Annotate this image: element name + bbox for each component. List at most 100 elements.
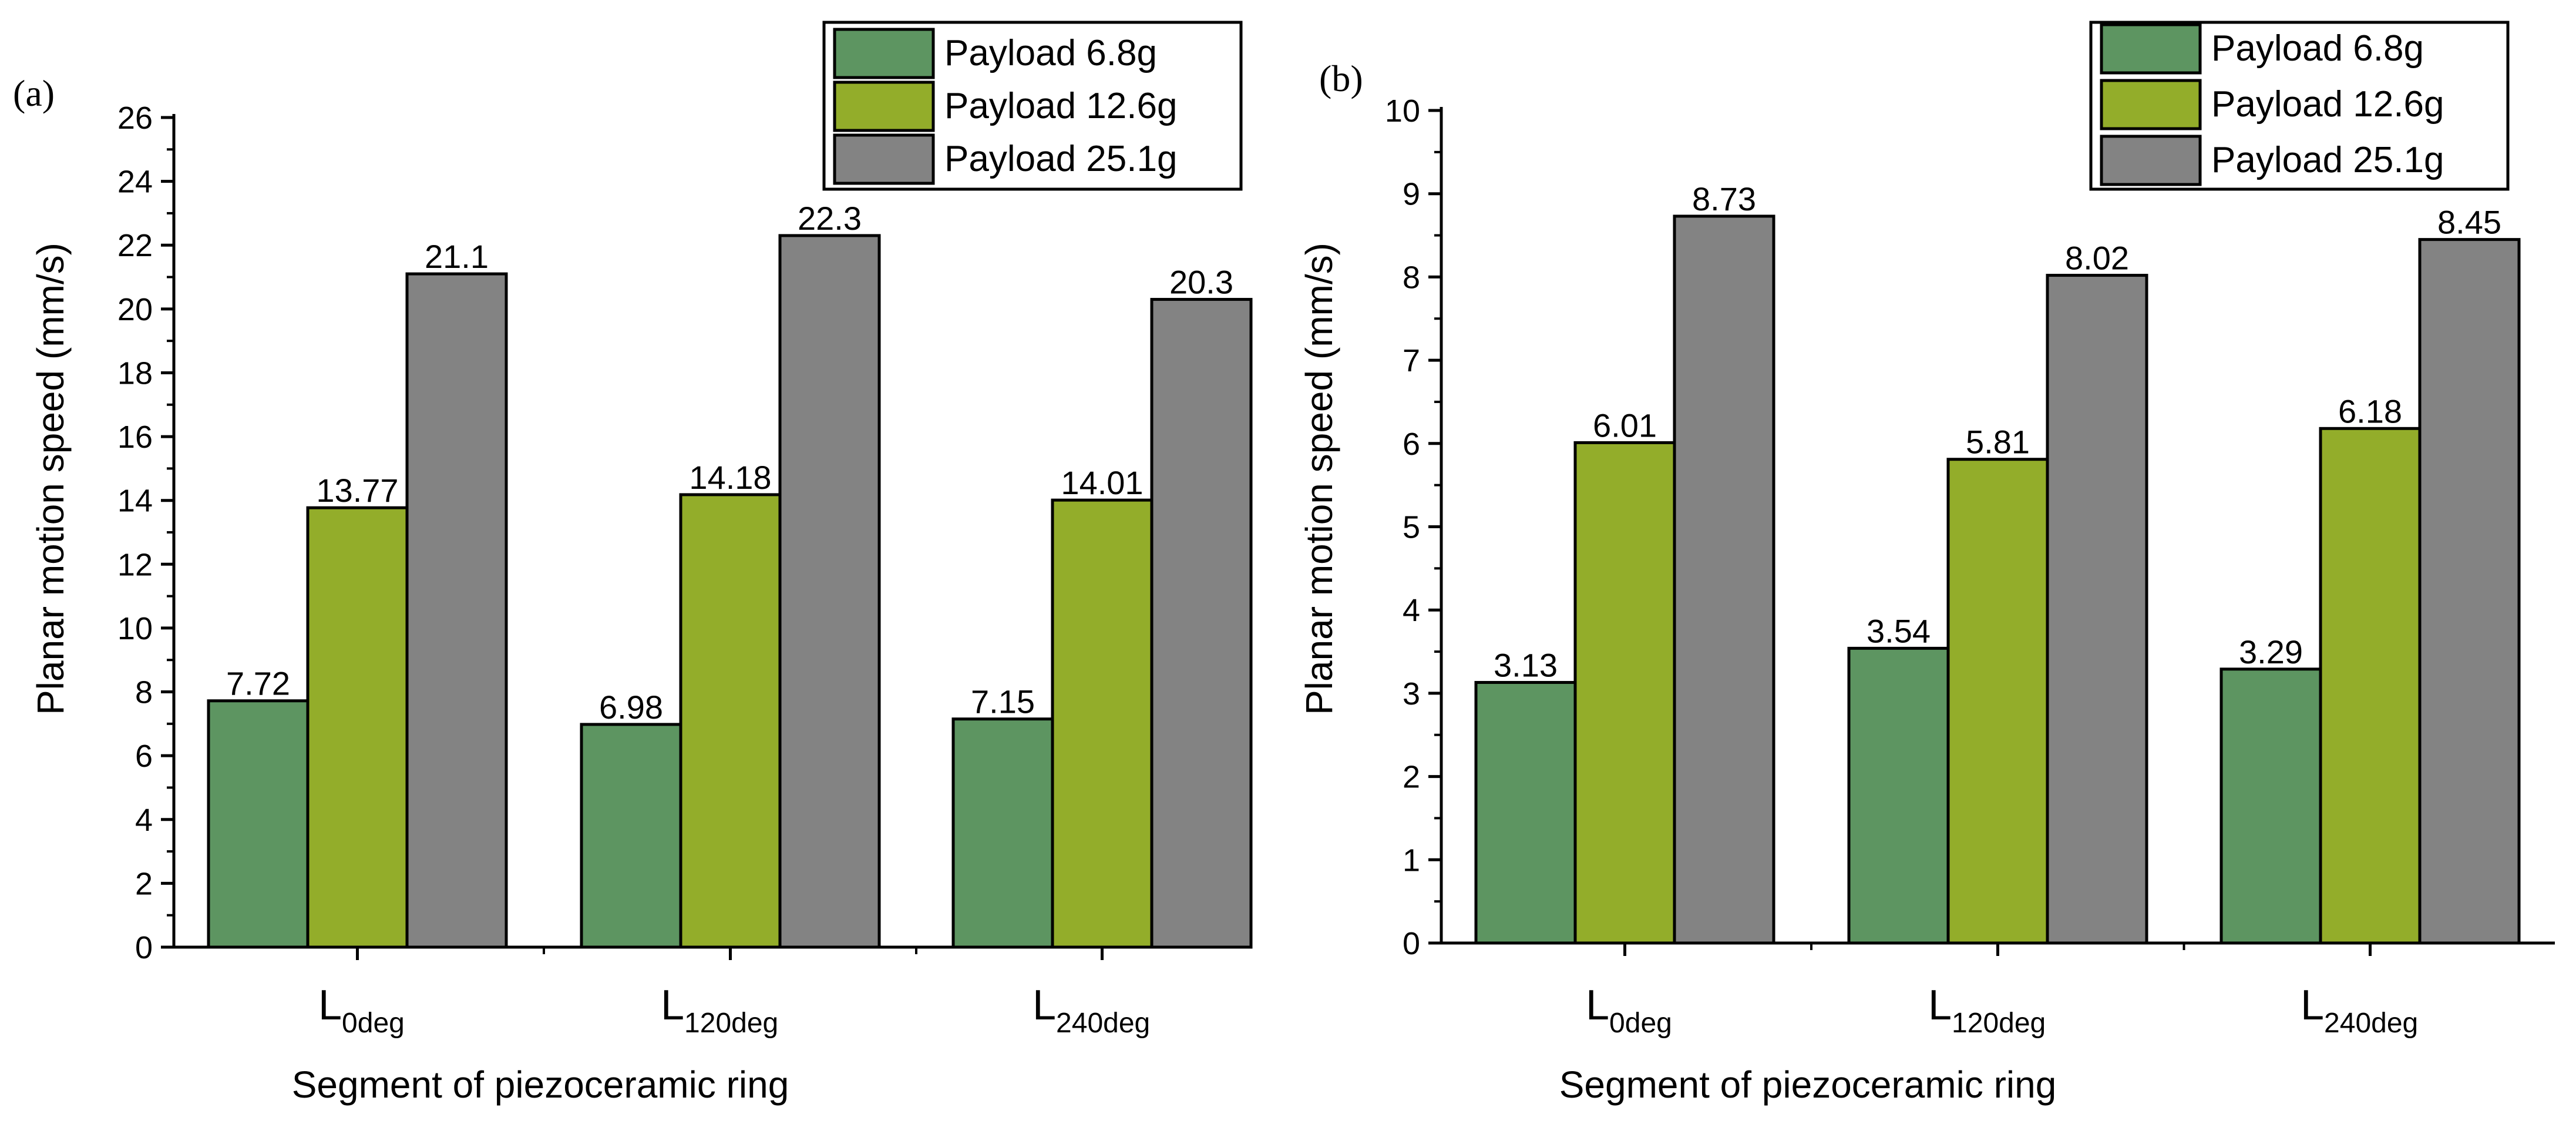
chart-panel-b: (b) 3.13 3.54 3.29 6.01 5.81 6.18 8.73 8.02 8.45… [1298, 21, 2555, 1106]
data-label: 3.29 [2239, 633, 2303, 670]
data-label: 8.45 [2437, 204, 2501, 241]
legend-swatch [2100, 135, 2202, 186]
data-label: 22.3 [798, 200, 862, 237]
x-axis-title: Segment of piezoceramic ring [292, 1063, 789, 1106]
bar [405, 272, 508, 949]
bar [1946, 458, 2049, 945]
data-label: 6.98 [599, 689, 663, 726]
data-label: 7.15 [971, 683, 1035, 720]
bar [951, 717, 1054, 949]
legend: Payload 6.8g Payload 12.6g Payload 25.1g [822, 21, 1243, 191]
category-label-main: L [1586, 982, 1609, 1029]
y-axis-title: Planar motion speed (mm/s) [29, 243, 72, 715]
bar-group [207, 234, 1253, 949]
category-label-main: L [1033, 982, 1056, 1029]
category-label-subscript: 240deg [1056, 1008, 1150, 1039]
bar [1573, 441, 1676, 945]
chart-panel-a: (a) 7.72 6.98 7.15 13.77 14.18 14.01 21.1 22.3 2… [13, 21, 1253, 1106]
y-tick-label: 4 [1403, 593, 1420, 628]
data-label: 8.73 [1692, 180, 1756, 217]
data-label: 3.13 [1494, 646, 1558, 683]
data-label: 6.01 [1593, 407, 1657, 444]
bar [1847, 646, 1950, 945]
category-label: L240deg [1033, 982, 1150, 1039]
legend-label: Payload 12.6g [944, 86, 1177, 126]
y-tick-label: 26 [117, 100, 153, 136]
bar [580, 723, 682, 949]
y-tick-label: 14 [117, 484, 153, 519]
y-tick-label: 6 [1403, 427, 1420, 462]
y-tick-label: 4 [135, 803, 153, 838]
bar [1051, 498, 1154, 949]
bar [679, 493, 782, 949]
y-tick-label: 0 [135, 930, 153, 965]
data-label: 20.3 [1169, 264, 1233, 301]
bar [207, 699, 310, 949]
legend-swatch [833, 28, 935, 79]
data-label: 14.18 [689, 459, 771, 496]
legend: Payload 6.8g Payload 12.6g Payload 25.1g [2089, 21, 2510, 191]
bar [2219, 667, 2322, 945]
x-axis-title: Segment of piezoceramic ring [1559, 1063, 2057, 1106]
legend-swatch [2100, 23, 2202, 75]
y-tick-label: 20 [117, 292, 153, 327]
y-tick-label: 2 [135, 866, 153, 901]
category-label: L240deg [2301, 982, 2418, 1039]
category-label: L0deg [318, 982, 405, 1039]
data-label-group: 7.72 6.98 7.15 13.77 14.18 14.01 21.1 22.3 20.3 [226, 200, 1233, 726]
data-label: 21.1 [425, 238, 489, 275]
y-tick-label: 22 [117, 228, 153, 263]
y-tick-label: 7 [1403, 343, 1420, 378]
category-label: L120deg [661, 982, 778, 1039]
data-label: 3.54 [1867, 612, 1931, 649]
bar-group [1474, 214, 2521, 945]
bar [1474, 680, 1577, 945]
data-label: 5.81 [1966, 424, 2030, 461]
data-label-group: 3.13 3.54 3.29 6.01 5.81 6.18 8.73 8.02 8.45 [1494, 180, 2501, 684]
category-label-subscript: 120deg [684, 1008, 778, 1039]
y-tick-label: 5 [1403, 510, 1420, 545]
y-tick-label: 8 [135, 675, 153, 710]
y-tick-label: 1 [1403, 843, 1420, 878]
y-tick-label: 10 [117, 611, 153, 646]
legend-swatch [2100, 79, 2202, 130]
y-tick-label: 3 [1403, 676, 1420, 712]
category-label-main: L [1928, 982, 1952, 1029]
legend-swatch [833, 80, 935, 132]
y-tick-label: 0 [1403, 926, 1420, 961]
axes [161, 114, 1201, 960]
y-tick-label: 18 [117, 355, 153, 391]
bar [2418, 238, 2521, 945]
bar [1673, 214, 1775, 945]
bar [778, 234, 881, 949]
data-label: 8.02 [2065, 240, 2129, 277]
axes [1428, 107, 2555, 956]
y-axis-title: Planar motion speed (mm/s) [1298, 243, 1340, 715]
data-label: 7.72 [226, 665, 290, 702]
bar [1150, 298, 1253, 949]
y-tick-label: 8 [1403, 260, 1420, 295]
y-tick-label: 9 [1403, 177, 1420, 212]
bar [2046, 274, 2148, 945]
data-label: 6.18 [2338, 392, 2402, 430]
legend-label: Payload 25.1g [2211, 140, 2444, 180]
category-label-subscript: 240deg [2324, 1008, 2418, 1039]
y-tick-label: 10 [1385, 93, 1420, 129]
y-tick-label-group: 0 1 2 3 4 5 6 7 8 9 10 [1385, 93, 1420, 961]
y-tick-label: 24 [117, 165, 153, 200]
panel-label: (a) [13, 72, 55, 114]
legend-label: Payload 6.8g [2211, 28, 2424, 69]
legend-label: Payload 6.8g [944, 33, 1157, 73]
category-label-main: L [661, 982, 684, 1029]
data-label: 13.77 [316, 472, 398, 509]
legend-label: Payload 12.6g [2211, 84, 2444, 125]
category-label: L120deg [1928, 982, 2046, 1039]
legend-label: Payload 25.1g [944, 139, 1177, 179]
data-label: 14.01 [1061, 464, 1143, 501]
y-tick-label: 2 [1403, 760, 1420, 795]
bar [2319, 427, 2422, 945]
panel-label: (b) [1319, 58, 1363, 99]
y-tick-label: 16 [117, 420, 153, 455]
